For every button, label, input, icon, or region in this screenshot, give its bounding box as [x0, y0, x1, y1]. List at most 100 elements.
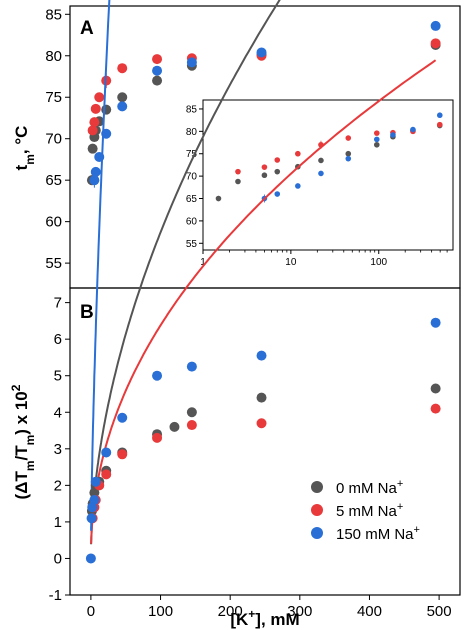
inset-point-150mm — [390, 132, 396, 138]
panel-a-y-ticks: 55 60 65 70 75 80 85 — [45, 6, 70, 272]
panel-b-point-0mm — [430, 383, 441, 394]
panel-b-y-tick-label: -1 — [49, 587, 62, 604]
panel-b-y-tick-label: 5 — [54, 368, 62, 385]
panel-a-y-tick-label: 75 — [45, 89, 62, 106]
panel-a-y-tick-label: 60 — [45, 214, 62, 231]
panel-a-y-tick-label: 80 — [45, 48, 62, 65]
panel-b-point-150mm — [117, 412, 128, 423]
panel-b-point-150mm — [89, 494, 100, 505]
panel-b-x-tick-label: 400 — [357, 603, 382, 620]
panel-b-x-label: [K+], mM — [230, 607, 299, 629]
panel-b-fit-curves — [90, 0, 437, 545]
inset-point-0mm — [215, 195, 222, 202]
inset-point-5mm — [436, 121, 443, 128]
panel-b-x-tick-label: 0 — [87, 603, 95, 620]
panel-b-y-tick-label: 4 — [54, 404, 62, 421]
panel-a-point-5mm — [87, 125, 98, 136]
panel-a-point-5mm — [152, 54, 163, 65]
inset-x-tick-label: 1 — [200, 257, 206, 268]
panel-b-point-150mm — [152, 370, 163, 381]
inset-y-tick-label: 70 — [186, 172, 198, 183]
legend-marker-5mm — [311, 504, 323, 516]
panel-a-point-0mm — [101, 104, 112, 115]
panel-b-point-150mm — [86, 513, 97, 524]
panel-b-point-5mm — [117, 449, 128, 460]
panel-a-point-5mm — [90, 103, 101, 114]
panel-a-point-150mm — [152, 65, 163, 76]
panel-b-y-tick-label: 1 — [54, 514, 62, 531]
inset-point-150mm — [318, 170, 324, 177]
legend-label-0mm: 0 mM Na+ — [336, 478, 403, 497]
panel-a-point-150mm — [186, 57, 197, 68]
panel-a-letter: A — [80, 18, 94, 39]
panel-b-y-tick-label: 6 — [54, 331, 62, 348]
inset-point-0mm — [235, 178, 241, 185]
panel-a-point-5mm — [89, 117, 100, 128]
inset-point-150mm — [373, 136, 380, 143]
inset-point-150mm — [295, 183, 301, 189]
panel-a-point-150mm — [117, 101, 128, 112]
inset-point-0mm — [318, 157, 324, 164]
panel-b: B -1 0 1 2 3 4 5 6 7 0 100 200 300 400 500 (ΔTm/Tm) x… — [9, 0, 461, 629]
inset-data — [215, 112, 443, 203]
panel-b-point-0mm — [256, 392, 267, 403]
panel-b-y-tick-label: 2 — [54, 477, 62, 494]
panel-b-x-tick-label: 500 — [427, 603, 452, 620]
panel-a-point-0mm — [87, 143, 98, 154]
inset-x-tick-label: 10 — [285, 257, 297, 268]
inset-point-5mm — [235, 168, 241, 175]
panel-a-point-0mm — [152, 75, 163, 86]
panel-b-data — [85, 317, 441, 564]
panel-a-point-5mm — [94, 92, 105, 103]
inset-y-tick-label: 75 — [186, 149, 198, 160]
panel-b-x-tick-label: 100 — [148, 603, 173, 620]
legend-marker-0mm — [311, 481, 323, 493]
inset-point-0mm — [345, 150, 352, 157]
inset-point-150mm — [345, 155, 352, 162]
legend-marker-150mm — [311, 527, 323, 539]
panel-b-x-ticks: 0 100 200 300 400 500 — [87, 595, 452, 620]
panel-a-y-tick-label: 70 — [45, 131, 62, 148]
inset-point-0mm — [274, 168, 281, 175]
inset-y-tick-label: 65 — [186, 194, 198, 205]
panel-a-point-150mm — [256, 47, 267, 58]
panel-b-x-tick-label: 200 — [218, 603, 243, 620]
panel-b-point-5mm — [186, 420, 197, 431]
legend-label-150mm: 150 mM Na+ — [336, 524, 420, 543]
panel-a-point-150mm — [90, 166, 101, 177]
panel-b-letter: B — [80, 302, 94, 323]
panel-a-point-0mm — [117, 92, 128, 103]
panel-a-point-5mm — [430, 38, 441, 49]
panel-a: A 55 60 65 70 75 80 85 55 60 65 70 75 80 85 1 10 100 tm… — [12, 5, 461, 289]
panel-b-y-tick-label: 3 — [54, 441, 62, 458]
panel-a-point-150mm — [430, 20, 441, 31]
panel-b-fit-curve-0mm — [90, 0, 281, 545]
panel-b-y-tick-label: 7 — [54, 295, 62, 312]
panel-a-point-5mm — [117, 63, 128, 74]
inset-y-tick-label: 85 — [186, 104, 198, 115]
panel-a-point-150mm — [89, 175, 100, 186]
panel-b-frame — [69, 287, 461, 596]
panel-b-x-tick-label: 300 — [287, 603, 312, 620]
inset-ticks: 55 60 65 70 75 80 85 1 10 100 — [186, 104, 448, 268]
inset-point-0mm — [373, 141, 380, 148]
panel-b-point-5mm — [101, 469, 112, 480]
inset-point-150mm — [436, 112, 443, 119]
panel-b-point-150mm — [90, 476, 101, 487]
panel-a-y-tick-label: 65 — [45, 172, 62, 189]
inset-frame — [202, 99, 454, 251]
panel-a-y-label: tm, °C — [12, 126, 37, 171]
panel-b-point-0mm — [169, 421, 180, 432]
inset-y-tick-label: 80 — [186, 127, 198, 138]
panel-b-point-5mm — [256, 418, 267, 429]
inset-point-5mm — [345, 135, 352, 141]
panel-b-point-5mm — [152, 432, 163, 443]
panel-b-point-150mm — [186, 361, 197, 372]
panel-b-y-tick-label: 0 — [54, 550, 62, 567]
panel-b-point-150mm — [85, 553, 96, 564]
panel-b-point-150mm — [101, 447, 112, 458]
inset-point-0mm — [261, 172, 268, 179]
panel-b-point-150mm — [256, 350, 267, 361]
legend-label-5mm: 5 mM Na+ — [336, 501, 403, 520]
